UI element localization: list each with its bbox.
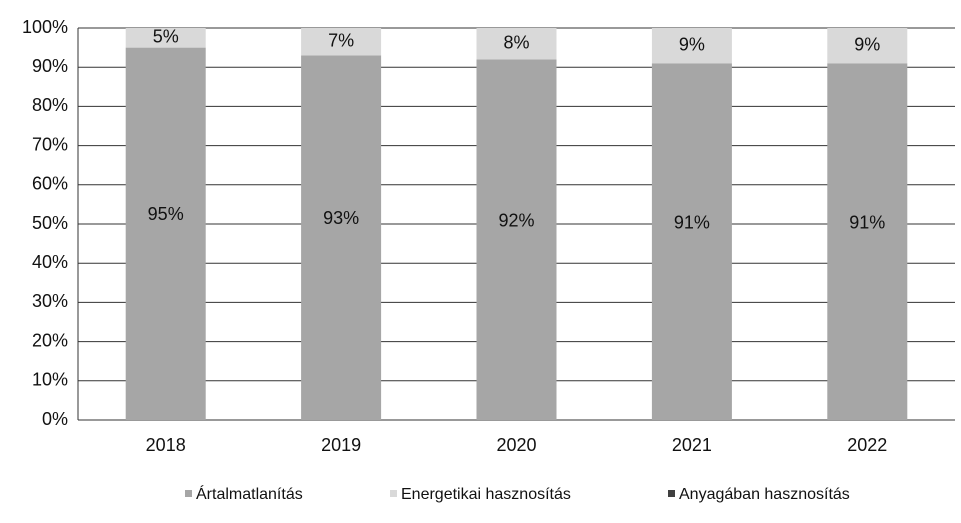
legend-label: Ártalmatlanítás (196, 484, 303, 503)
y-tick-label: 40% (32, 252, 68, 272)
legend-swatch (668, 490, 675, 497)
x-tick-label: 2022 (847, 435, 887, 455)
legend-label: Anyagában hasznosítás (679, 486, 850, 503)
bar-segment (476, 59, 557, 421)
bar-segment (827, 63, 908, 420)
data-label: 91% (674, 213, 710, 233)
data-label: 95% (148, 204, 184, 224)
bar-segment (301, 28, 382, 56)
x-tick-label: 2018 (146, 435, 186, 455)
data-label: 9% (854, 34, 880, 54)
data-label: 5% (153, 27, 179, 47)
bar-segment (125, 28, 206, 48)
x-tick-label: 2020 (496, 435, 536, 455)
y-tick-label: 0% (42, 409, 68, 429)
legend-label: Energetikai hasznosítás (401, 486, 571, 503)
x-tick-label: 2019 (321, 435, 361, 455)
bar-segment (651, 28, 732, 64)
legend-swatch (185, 490, 192, 497)
x-tick-label: 2021 (672, 435, 712, 455)
data-label: 92% (498, 210, 534, 230)
bar-segment (651, 63, 732, 420)
data-label: 93% (323, 208, 359, 228)
legend-swatch (390, 490, 397, 497)
y-tick-label: 90% (32, 56, 68, 76)
y-tick-label: 10% (32, 370, 68, 390)
bar-segment (125, 47, 206, 420)
bar-segment (476, 28, 557, 60)
y-tick-label: 50% (32, 213, 68, 233)
y-tick-label: 30% (32, 291, 68, 311)
data-label: 7% (328, 30, 354, 50)
y-tick-label: 70% (32, 134, 68, 154)
data-label: 91% (849, 213, 885, 233)
bar-segment (301, 55, 382, 420)
y-tick-label: 80% (32, 95, 68, 115)
y-tick-label: 60% (32, 174, 68, 194)
data-label: 8% (503, 32, 529, 52)
y-tick-label: 100% (22, 17, 68, 37)
bar-segment (827, 28, 908, 64)
y-tick-label: 20% (32, 330, 68, 350)
data-label: 9% (679, 34, 705, 54)
